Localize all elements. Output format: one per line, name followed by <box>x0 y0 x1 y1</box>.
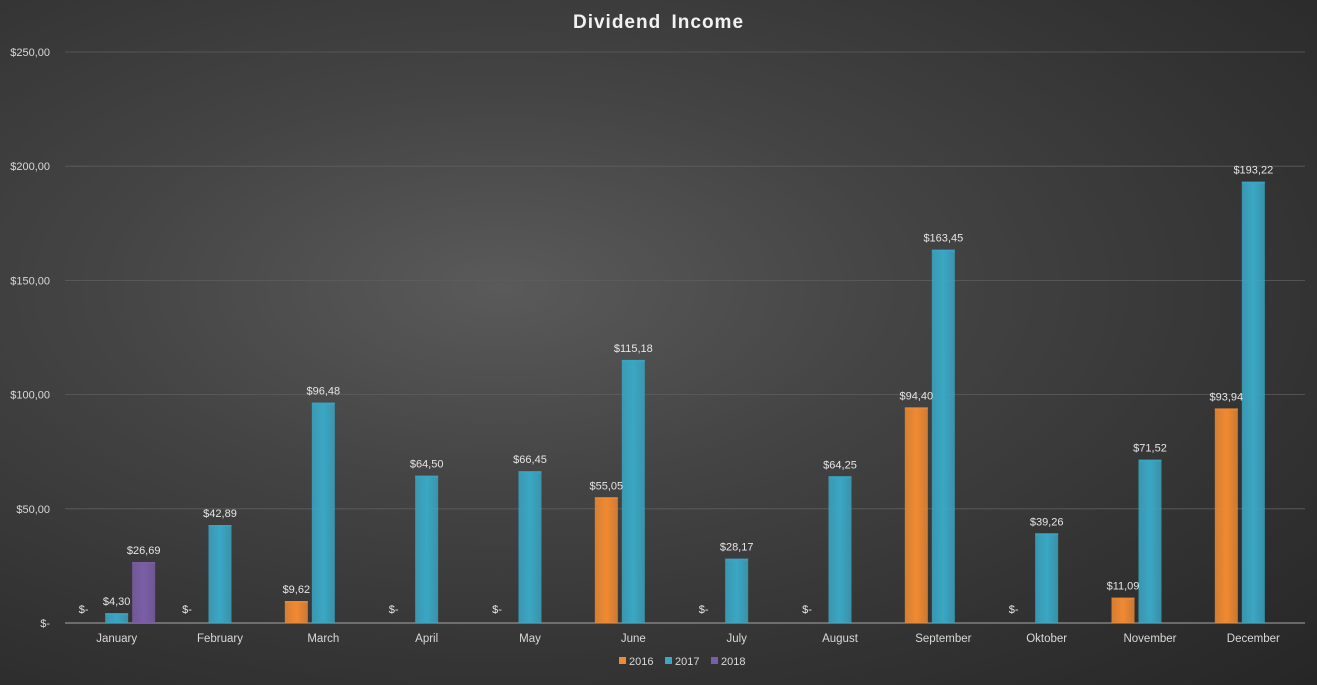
bar-2016-march <box>284 601 308 623</box>
bars <box>105 181 1265 623</box>
data-label: $- <box>802 604 812 616</box>
bar-2017-august <box>828 476 852 623</box>
data-label: $11,09 <box>1107 581 1140 593</box>
y-tick-label: $200,00 <box>10 161 50 173</box>
data-label: $64,25 <box>823 459 857 471</box>
bar-2017-february <box>208 525 232 623</box>
bar-top-highlight <box>931 249 955 252</box>
bar-top-highlight <box>284 601 308 604</box>
data-label: $93,94 <box>1210 391 1244 403</box>
x-tick-label: December <box>1227 633 1280 645</box>
x-tick-label: February <box>197 633 243 645</box>
legend-label-2018: 2018 <box>721 656 745 668</box>
data-label: $28,17 <box>720 542 754 554</box>
chart-title: Dividend Income <box>572 12 745 33</box>
bar-2017-january <box>105 613 129 623</box>
bar-2017-june <box>621 359 645 623</box>
data-label: $163,45 <box>923 233 963 245</box>
x-tick-label: Oktober <box>1026 633 1067 645</box>
x-tick-label: March <box>307 633 339 645</box>
data-label: $94,40 <box>900 390 934 402</box>
bar-top-highlight <box>621 359 645 362</box>
x-tick-label: April <box>415 633 438 645</box>
x-axis-ticks: January February March April May June July Augu… <box>96 633 1280 645</box>
bar-top-highlight <box>415 475 439 478</box>
data-label: $- <box>1009 604 1019 616</box>
data-label: $- <box>79 604 89 616</box>
bar-2016-december <box>1214 408 1238 623</box>
x-tick-label: August <box>822 633 859 645</box>
data-label: $193,22 <box>1233 165 1273 177</box>
data-label: $- <box>492 604 502 616</box>
data-label: $115,18 <box>614 343 653 355</box>
bar-2016-june <box>594 497 618 623</box>
bar-2017-may <box>518 471 542 623</box>
data-label: $4,30 <box>103 596 131 608</box>
x-tick-label: May <box>519 633 541 645</box>
bar-top-highlight <box>725 558 749 561</box>
legend: 2016 2017 2018 <box>619 656 745 668</box>
bar-2016-november <box>1111 597 1135 623</box>
y-tick-label: $100,00 <box>10 390 50 402</box>
y-tick-label: $- <box>40 618 50 630</box>
y-tick-label: $250,00 <box>10 47 50 59</box>
data-label: $39,26 <box>1030 516 1064 528</box>
bar-top-highlight <box>132 562 156 565</box>
bar-top-highlight <box>1241 181 1265 184</box>
bar-2017-september <box>931 249 955 623</box>
legend-swatch-2018 <box>711 657 718 664</box>
data-label: $26,69 <box>127 545 161 557</box>
gridlines <box>65 51 1305 624</box>
bar-top-highlight <box>1111 597 1135 600</box>
legend-label-2016: 2016 <box>629 656 653 668</box>
bar-2018-january <box>132 562 156 623</box>
x-tick-label: July <box>726 633 747 645</box>
bar-top-highlight <box>1035 533 1059 536</box>
bar-2017-december <box>1241 181 1265 623</box>
x-tick-label: January <box>96 633 137 645</box>
bar-2017-july <box>725 558 749 623</box>
bar-top-highlight <box>105 613 129 616</box>
legend-swatch-2016 <box>619 657 626 664</box>
data-label: $96,48 <box>307 386 341 398</box>
data-label: $71,52 <box>1133 443 1167 455</box>
bar-2017-november <box>1138 459 1162 623</box>
y-tick-label: $50,00 <box>16 504 50 516</box>
data-label: $- <box>699 604 709 616</box>
bar-top-highlight <box>594 497 618 500</box>
bar-2016-september <box>904 407 928 623</box>
data-label: $55,05 <box>590 480 624 492</box>
legend-label-2017: 2017 <box>675 656 699 668</box>
bar-top-highlight <box>1214 408 1238 411</box>
bar-top-highlight <box>208 525 232 528</box>
data-label: $66,45 <box>513 454 547 466</box>
data-label: $64,50 <box>410 459 444 471</box>
x-tick-label: September <box>915 633 971 645</box>
legend-swatch-2017 <box>665 657 672 664</box>
bar-2017-april <box>415 475 439 623</box>
data-label: $- <box>182 604 192 616</box>
x-tick-label: November <box>1123 633 1176 645</box>
bar-top-highlight <box>1138 459 1162 462</box>
bar-2017-march <box>311 402 335 623</box>
data-label: $9,62 <box>283 584 311 596</box>
bar-2017-oktober <box>1035 533 1059 623</box>
x-tick-label: June <box>621 633 646 645</box>
data-label: $- <box>389 604 399 616</box>
bar-top-highlight <box>904 407 928 410</box>
bar-top-highlight <box>518 471 542 474</box>
bar-top-highlight <box>311 402 335 405</box>
y-tick-label: $150,00 <box>10 275 50 287</box>
data-labels: $- $4,30 $26,69 $- $42,89 $9,62 $96,48 $- $64,50… <box>79 165 1273 616</box>
bar-top-highlight <box>828 476 852 479</box>
data-label: $42,89 <box>203 508 237 520</box>
y-axis-ticks: $- $50,00 $100,00 $150,00 $200,00 $250,00 <box>10 47 50 630</box>
